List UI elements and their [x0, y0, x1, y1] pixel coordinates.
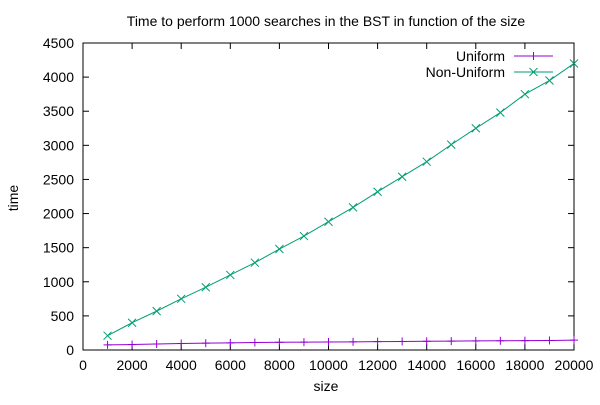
- cross-marker-b: [152, 306, 162, 316]
- cross-marker-b: [299, 231, 309, 241]
- chart-title: Time to perform 1000 searches in the BST…: [127, 13, 526, 29]
- data-point-non-uniform: [520, 89, 530, 99]
- data-point-non-uniform: [373, 187, 382, 197]
- data-point-non-uniform: [545, 76, 554, 85]
- x-tick-label: 12000: [358, 357, 397, 373]
- cross-marker-b: [471, 123, 481, 133]
- data-point-uniform: [570, 336, 578, 345]
- data-point-non-uniform: [103, 331, 112, 341]
- y-tick-label: 3500: [43, 103, 74, 119]
- data-point-uniform: [201, 339, 210, 348]
- data-point-uniform: [447, 337, 456, 346]
- data-point-uniform: [299, 338, 308, 347]
- cross-marker-b: [225, 270, 235, 280]
- data-point-non-uniform: [324, 217, 333, 227]
- series-line-non-uniform: [107, 63, 575, 337]
- cross-marker-b: [520, 89, 530, 99]
- y-axis-label: time: [5, 185, 21, 212]
- series-uniform: [103, 336, 578, 349]
- cross-marker-b: [569, 59, 579, 68]
- cross-marker-b: [176, 294, 186, 304]
- cross-marker-b: [397, 172, 407, 182]
- data-point-uniform: [422, 337, 431, 346]
- x-tick-label: 18000: [505, 357, 544, 373]
- x-tick-label: 8000: [264, 357, 295, 373]
- data-point-non-uniform: [201, 282, 211, 292]
- data-point-non-uniform: [250, 258, 260, 268]
- data-point-uniform: [177, 339, 186, 348]
- data-point-uniform: [324, 337, 333, 346]
- x-tick-label: 14000: [407, 357, 446, 373]
- data-point-uniform: [545, 336, 554, 345]
- data-point-uniform: [128, 340, 137, 349]
- data-point-non-uniform: [299, 231, 309, 241]
- cross-marker-b: [275, 244, 284, 254]
- cross-marker-b: [250, 258, 260, 268]
- series-non-uniform: [103, 59, 579, 341]
- cross-marker-b: [545, 76, 554, 85]
- data-point-non-uniform: [471, 123, 481, 133]
- data-point-uniform: [103, 340, 112, 349]
- legend-marker-non-uniform: [529, 67, 538, 77]
- data-point-non-uniform: [275, 244, 284, 254]
- data-point-uniform: [373, 337, 382, 346]
- cross-marker-b: [373, 187, 382, 197]
- y-tick-label: 2500: [43, 171, 74, 187]
- cross-marker-b: [446, 140, 456, 150]
- y-tick-label: 4000: [43, 69, 74, 85]
- data-point-non-uniform: [397, 172, 407, 182]
- x-tick-label: 2000: [117, 357, 148, 373]
- data-point-non-uniform: [495, 108, 505, 117]
- data-point-uniform: [152, 339, 161, 348]
- cross-marker-b: [127, 318, 137, 328]
- y-tick-label: 1000: [43, 274, 74, 290]
- cross-marker-b: [103, 331, 112, 341]
- cross-marker-b: [201, 282, 211, 292]
- data-point-uniform: [471, 336, 480, 345]
- y-tick-label: 4500: [43, 35, 74, 51]
- data-point-uniform: [520, 336, 529, 345]
- cross-marker-b: [529, 67, 538, 77]
- y-tick-label: 0: [66, 342, 74, 358]
- axes: 0 2000 4000 6000 8000 10000 12000 14000 16000 180…: [43, 35, 594, 373]
- data-point-uniform: [349, 337, 358, 346]
- y-tick-label: 3000: [43, 137, 74, 153]
- series-line-uniform: [107, 339, 575, 346]
- data-point-non-uniform: [569, 59, 579, 68]
- cross-marker-b: [495, 108, 505, 117]
- y-tick-label: 1500: [43, 240, 74, 256]
- data-point-non-uniform: [422, 157, 432, 167]
- x-tick-label: 6000: [215, 357, 246, 373]
- data-point-uniform: [226, 338, 235, 347]
- data-point-uniform: [250, 338, 259, 347]
- plot-series: [103, 59, 579, 349]
- x-tick-label: 10000: [309, 357, 348, 373]
- legend-label-non-uniform: Non-Uniform: [426, 64, 505, 80]
- data-point-uniform: [398, 337, 407, 346]
- legend-marker-uniform: [529, 52, 538, 60]
- data-point-uniform: [496, 336, 505, 345]
- data-point-non-uniform: [225, 270, 235, 280]
- x-tick-label: 20000: [555, 357, 594, 373]
- x-tick-label: 4000: [166, 357, 197, 373]
- x-tick-label: 16000: [456, 357, 495, 373]
- data-point-uniform: [275, 338, 284, 347]
- data-point-non-uniform: [348, 203, 358, 212]
- data-point-non-uniform: [446, 140, 456, 150]
- y-tick-label: 500: [51, 308, 75, 324]
- y-tick-label: 2000: [43, 206, 74, 222]
- data-point-non-uniform: [152, 306, 162, 316]
- data-point-non-uniform: [176, 294, 186, 304]
- x-tick-label: 0: [79, 357, 87, 373]
- data-point-non-uniform: [127, 318, 137, 328]
- cross-marker-b: [324, 217, 333, 227]
- cross-marker-b: [422, 157, 432, 167]
- cross-marker-b: [348, 203, 358, 212]
- legend-label-uniform: Uniform: [456, 48, 505, 64]
- x-axis-label: size: [314, 378, 339, 394]
